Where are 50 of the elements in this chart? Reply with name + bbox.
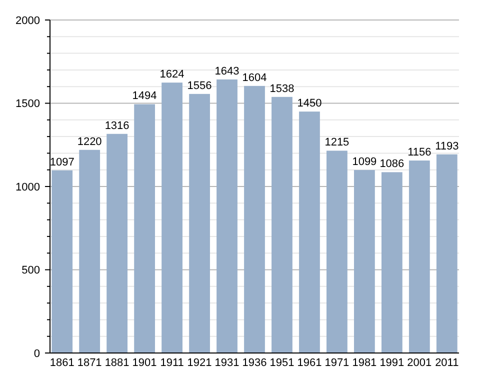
x-tick-label: 1936 <box>242 357 267 369</box>
bar <box>162 82 182 353</box>
bar <box>408 160 430 353</box>
data-label: 1220 <box>77 136 102 148</box>
y-tick-label: 0 <box>34 348 40 360</box>
data-label: 1215 <box>324 136 350 149</box>
bar <box>326 150 348 353</box>
bar <box>134 104 155 353</box>
data-label: 1538 <box>270 82 294 95</box>
data-label: 1450 <box>297 98 322 110</box>
bar <box>354 170 375 353</box>
x-tick-label: 2011 <box>435 357 459 369</box>
bar <box>216 79 238 353</box>
y-tick-label: 1000 <box>16 181 40 194</box>
x-tick-label: 1921 <box>187 357 212 369</box>
bar <box>52 170 73 353</box>
data-label: 1604 <box>242 72 267 84</box>
bar <box>106 134 128 353</box>
x-tick-label: 1931 <box>214 357 240 369</box>
data-label: 1156 <box>408 146 432 159</box>
data-label: 1097 <box>50 156 74 168</box>
x-tick-label: 1971 <box>324 357 350 369</box>
data-label: 1193 <box>435 140 459 152</box>
data-label: 1556 <box>187 80 212 92</box>
bar <box>189 94 210 353</box>
x-tick-label: 1991 <box>380 357 404 369</box>
x-tick-label: 1951 <box>270 357 294 369</box>
bar <box>79 150 100 353</box>
data-label: 1624 <box>160 68 184 81</box>
bar <box>244 86 265 353</box>
bar <box>381 172 402 353</box>
x-tick-label: 2001 <box>407 357 432 369</box>
data-label: 1086 <box>380 158 404 170</box>
y-tick-label: 2000 <box>16 14 40 27</box>
x-tick-label: 1871 <box>77 357 102 369</box>
y-tick-label: 500 <box>22 264 40 277</box>
data-label: 1643 <box>214 65 240 78</box>
x-tick-label: 1861 <box>50 357 74 369</box>
data-label: 1494 <box>132 90 157 102</box>
x-tick-label: 1961 <box>297 357 322 369</box>
x-tick-label: 1981 <box>352 357 377 369</box>
x-tick-label: 1901 <box>132 357 157 369</box>
bar <box>436 154 458 353</box>
x-tick-label: 1911 <box>160 357 184 369</box>
y-tick-label: 1500 <box>16 98 40 110</box>
data-label: 1316 <box>104 120 130 132</box>
data-label: 1099 <box>352 156 377 168</box>
bar <box>272 96 292 353</box>
x-tick-label: 1881 <box>104 357 130 369</box>
bar <box>299 112 320 353</box>
